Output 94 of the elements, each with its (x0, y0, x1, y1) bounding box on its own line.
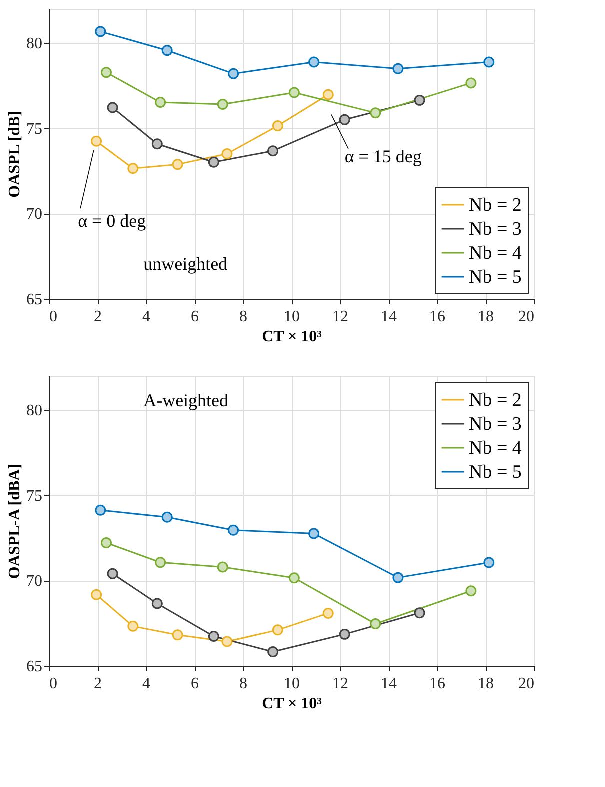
point (217, 562, 228, 573)
y-axis-title: OASPL-A [dBA] (6, 464, 24, 580)
point (272, 624, 284, 636)
annotation: α = 15 deg (344, 146, 422, 166)
point (288, 87, 300, 98)
legend-label: Nb = 4 (469, 438, 522, 459)
point (228, 68, 240, 80)
x-tick-label: 10 (284, 308, 300, 326)
point (308, 56, 320, 68)
x-tick-label: 6 (191, 308, 199, 326)
point (128, 163, 139, 174)
point (288, 572, 300, 584)
point (208, 631, 220, 642)
point (172, 159, 184, 170)
point (100, 67, 112, 78)
point (172, 630, 184, 641)
point (91, 136, 102, 147)
y-tick-label: 65 (26, 292, 42, 308)
y-tick-label: 70 (26, 573, 42, 590)
y-tick-label: 80 (26, 402, 42, 420)
x-tick-label: 20 (518, 676, 534, 692)
point (392, 63, 404, 74)
legend-label: Nb = 4 (469, 243, 522, 264)
annotation: unweighted (144, 254, 228, 274)
point (370, 618, 382, 630)
point (222, 148, 233, 160)
legend-label: Nb = 2 (469, 390, 522, 411)
point (392, 572, 404, 584)
y-tick-label: 75 (26, 120, 42, 138)
legend-label: Nb = 5 (469, 267, 522, 288)
point (208, 156, 220, 168)
x-axis-title: CT × 10³ (262, 696, 322, 712)
point (155, 557, 166, 568)
point (272, 120, 284, 132)
point (107, 102, 118, 114)
x-tick-label: 12 (332, 308, 348, 326)
x-axis-title: CT × 10³ (262, 328, 322, 346)
legend-label: Nb = 2 (469, 195, 522, 216)
point (107, 568, 118, 580)
x-tick-label: 10 (284, 676, 300, 692)
point (414, 608, 426, 619)
annotation: α = 0 deg (78, 211, 146, 232)
point (228, 524, 240, 536)
point (339, 628, 350, 640)
point (152, 598, 163, 610)
point (268, 646, 279, 658)
point (484, 56, 495, 68)
point (466, 586, 477, 597)
point (152, 138, 163, 150)
point (162, 512, 173, 523)
point (100, 538, 112, 548)
x-tick-label: 0 (50, 308, 58, 326)
point (268, 146, 279, 157)
legend-label: Nb = 3 (469, 414, 522, 435)
point (222, 636, 233, 648)
point (339, 114, 350, 126)
annotation: A-weighted (144, 390, 229, 411)
x-tick-label: 4 (142, 308, 150, 326)
x-tick-label: 6 (191, 676, 199, 692)
point (162, 45, 173, 56)
point (484, 557, 495, 568)
point (322, 608, 334, 619)
x-tick-label: 4 (142, 676, 150, 692)
point (91, 589, 102, 600)
x-tick-label: 2 (94, 676, 102, 692)
x-tick-label: 2 (94, 308, 102, 326)
legend-label: Nb = 5 (469, 462, 522, 483)
x-tick-label: 12 (332, 676, 348, 692)
y-axis-title: OASPL [dB] (6, 111, 24, 198)
point (95, 26, 106, 38)
x-tick-label: 14 (381, 308, 397, 326)
legend-label: Nb = 3 (469, 219, 522, 240)
x-tick-label: 0 (50, 676, 58, 692)
point (414, 94, 426, 106)
y-tick-label: 75 (26, 488, 42, 505)
x-tick-label: 8 (240, 676, 248, 692)
x-tick-label: 18 (478, 308, 494, 326)
point (322, 89, 334, 100)
y-tick-label: 80 (26, 36, 42, 53)
x-tick-label: 8 (240, 308, 248, 326)
x-tick-label: 16 (430, 308, 446, 326)
y-tick-label: 70 (26, 206, 42, 224)
point (466, 78, 477, 89)
x-tick-label: 16 (430, 676, 446, 692)
point (155, 97, 166, 108)
point (128, 620, 139, 632)
point (95, 504, 106, 516)
x-tick-label: 18 (478, 676, 494, 692)
x-tick-label: 20 (518, 308, 534, 326)
point (370, 108, 382, 119)
x-tick-label: 14 (381, 676, 397, 692)
point (217, 99, 228, 110)
point (308, 528, 320, 540)
y-tick-label: 65 (26, 658, 42, 676)
